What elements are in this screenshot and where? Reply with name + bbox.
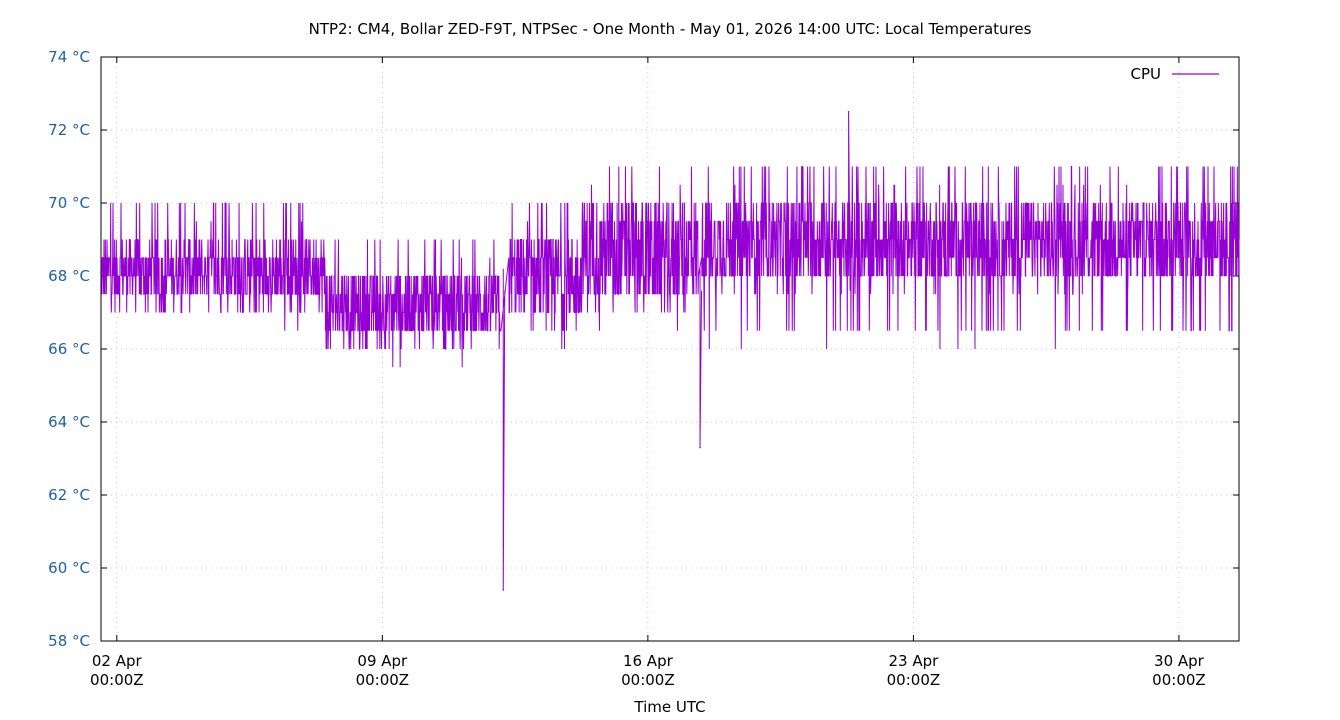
x-tick-label: 16 Apr — [623, 652, 674, 670]
y-tick-label: 66 °C — [48, 340, 90, 358]
cpu-spike-point — [847, 110, 850, 113]
y-tick-label: 60 °C — [48, 559, 90, 577]
x-tick-label: 00:00Z — [1152, 671, 1206, 689]
x-tick-label: 00:00Z — [356, 671, 410, 689]
y-tick-label: 70 °C — [48, 194, 90, 212]
chart-title: NTP2: CM4, Bollar ZED-F9T, NTPSec - One … — [309, 20, 1032, 38]
cpu-spike-point — [699, 446, 701, 449]
x-tick-label: 23 Apr — [888, 652, 939, 670]
x-tick-label: 00:00Z — [887, 671, 941, 689]
y-tick-label: 68 °C — [48, 267, 90, 285]
y-tick-label: 64 °C — [48, 413, 90, 431]
y-axis: 58 °C 60 °C 62 °C 64 °C 66 °C 68 °C 70 °C 72 °C… — [48, 48, 1239, 650]
cpu-series — [101, 110, 1240, 591]
x-tick-label: 00:00Z — [90, 671, 144, 689]
y-tick-label: 58 °C — [48, 632, 90, 650]
y-tick-label: 74 °C — [48, 48, 90, 66]
legend: CPU — [1131, 65, 1219, 83]
x-tick-label: 02 Apr — [92, 652, 143, 670]
grid — [101, 57, 1239, 641]
x-tick-label: 00:00Z — [621, 671, 675, 689]
legend-label-cpu: CPU — [1131, 65, 1162, 83]
y-tick-label: 62 °C — [48, 486, 90, 504]
x-tick-label: 09 Apr — [357, 652, 408, 670]
x-tick-label: 30 Apr — [1154, 652, 1205, 670]
cpu-spike-point — [502, 589, 505, 591]
y-tick-label: 72 °C — [48, 121, 90, 139]
cpu-series-line — [101, 111, 1240, 590]
x-axis-label: Time UTC — [633, 698, 705, 716]
